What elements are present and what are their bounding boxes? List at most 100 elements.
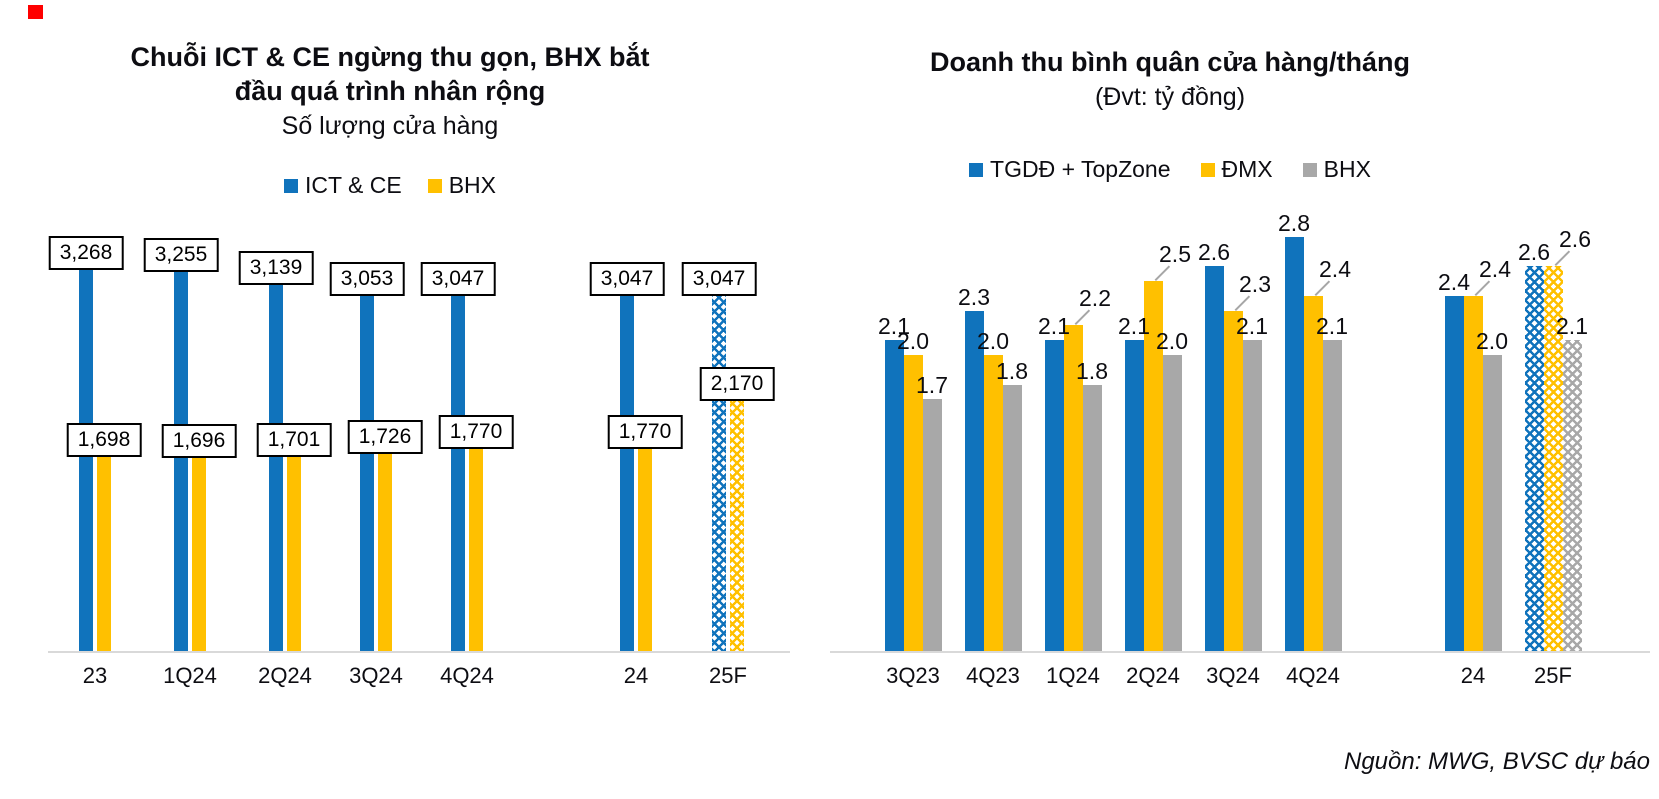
bar-tgd-topzone-2Q24 [1124,340,1144,651]
bar-tgd-topzone-1Q24 [1044,340,1064,651]
bar-tgd-topzone-3Q23 [884,340,904,651]
bar--mx-24 [1463,296,1483,651]
bar-ict-ce-2Q24 [269,276,283,651]
bar-ict-ce-24 [620,287,634,651]
legend-label: BHX [1323,156,1371,182]
data-label: 1,770 [607,415,683,449]
legend-swatch-icon [1302,162,1317,177]
legend-swatch-icon [969,162,984,177]
bar--mx-25F [1543,266,1563,651]
data-label: 1.8 [1076,358,1108,384]
data-label: 2.8 [1278,210,1310,236]
leader-line [1074,309,1091,325]
bar-tgd-topzone-3Q24 [1204,266,1224,651]
x-axis-label: 3Q23 [886,663,940,688]
data-label: 2.6 [1518,239,1550,265]
bar--mx-3Q23 [903,355,923,651]
x-axis-label: 4Q24 [1286,663,1340,688]
left-chart-legend: ICT & CE BHX [50,172,730,199]
right-chart-subtitle: (Đvt: tỷ đồng) [1094,83,1246,111]
bar-ict-ce-25F [712,287,726,651]
x-axis-label: 4Q23 [966,663,1020,688]
bar-bhx-1Q24 [1082,385,1102,651]
data-label: 2.3 [1239,271,1271,297]
legend-label: ICT & CE [304,172,402,198]
data-label: 2.1 [1316,313,1348,339]
bar-bhx-4Q24 [469,440,483,651]
legend-label: ĐMX [1221,156,1273,182]
bar-bhx-25F [1562,340,1582,651]
bar--mx-2Q24 [1143,281,1163,651]
leader-line [1474,280,1491,296]
data-label: 1.7 [916,372,948,398]
bar-bhx-3Q23 [922,399,942,651]
bar-tgd-topzone-4Q23 [964,311,984,651]
legend-swatch-icon [283,178,298,193]
data-label: 2.0 [897,328,929,354]
x-axis-label: 1Q24 [1046,663,1100,688]
bar--mx-1Q24 [1063,325,1083,651]
data-label: 2,170 [699,367,775,401]
bar-bhx-3Q24 [1242,340,1262,651]
legend-item: ICT & CE [283,172,402,199]
data-label: 2.4 [1479,256,1511,282]
left-chart-subtitle: Số lượng cửa hàng [281,112,499,140]
x-axis-label: 3Q24 [1206,663,1260,688]
source-note: Nguồn: MWG, BVSC dự báo [1344,748,1650,775]
right-chart-x-axis: 3Q23 4Q23 1Q24 2Q24 3Q24 4Q24 24 25F [830,663,1650,693]
bar-ict-ce-3Q24 [360,287,374,651]
left-chart-title: Chuỗi ICT & CE ngừng thu gọn, BHX bắt đầ… [50,40,730,108]
data-label: 2.1 [1038,313,1070,339]
x-axis-label: 25F [709,663,747,688]
left-chart-x-axis: 23 1Q24 2Q24 3Q24 4Q24 24 25F [48,663,790,693]
data-label: 2.6 [1198,239,1230,265]
data-label: 2.4 [1319,256,1351,282]
data-label: 3,255 [143,238,219,272]
legend-label: TGDĐ + TopZone [990,156,1171,182]
data-label: 2.3 [958,284,990,310]
left-chart-header: Chuỗi ICT & CE ngừng thu gọn, BHX bắt đầ… [50,40,730,142]
legend-item: ĐMX [1200,156,1273,183]
x-axis-label: 2Q24 [1126,663,1180,688]
data-label: 3,047 [681,262,757,296]
data-label: 1,701 [256,423,332,457]
leader-line [1234,295,1251,311]
leader-line [1554,250,1571,266]
data-label: 2.5 [1159,241,1191,267]
data-label: 2.1 [878,313,910,339]
data-label: 2.1 [1236,313,1268,339]
bar-tgd-topzone-24 [1444,296,1464,651]
x-axis-label: 24 [1460,663,1486,688]
data-label: 2.0 [1476,328,1508,354]
data-label: 1,770 [438,415,514,449]
bar-bhx-4Q23 [1002,385,1022,651]
right-chart-x-axis-line [830,651,1650,653]
bar-bhx-25F [730,392,744,651]
data-label: 1,726 [347,420,423,454]
bar-bhx-2Q24 [287,448,301,651]
bar--mx-4Q23 [983,355,1003,651]
data-label: 1,698 [66,423,142,457]
legend-label: BHX [448,172,496,198]
left-chart-x-axis-line [48,651,790,653]
bar-bhx-23 [97,448,111,651]
bar-bhx-1Q24 [192,449,206,651]
x-axis-label: 23 [82,663,108,688]
x-axis-label: 1Q24 [163,663,217,688]
red-corner-mark [28,5,43,19]
data-label: 2.4 [1438,269,1470,295]
bar-bhx-4Q24 [1322,340,1342,651]
right-chart-plot-area: 2.1 2.0 1.7 2.3 2.0 1.8 2.1 2.2 1.8 2.1 2.5 2.0 2.6 2… [830,210,1650,653]
data-label: 2.1 [1556,313,1588,339]
data-label: 2.0 [1156,328,1188,354]
leader-line [1154,265,1171,281]
x-axis-label: 2Q24 [258,663,312,688]
data-label: 2.0 [977,328,1009,354]
data-label: 1,696 [161,424,237,458]
x-axis-label: 4Q24 [440,663,494,688]
legend-item: TGDĐ + TopZone [969,156,1171,183]
x-axis-label: 25F [1534,663,1572,688]
bar-bhx-2Q24 [1162,355,1182,651]
data-label: 1.8 [996,358,1028,384]
